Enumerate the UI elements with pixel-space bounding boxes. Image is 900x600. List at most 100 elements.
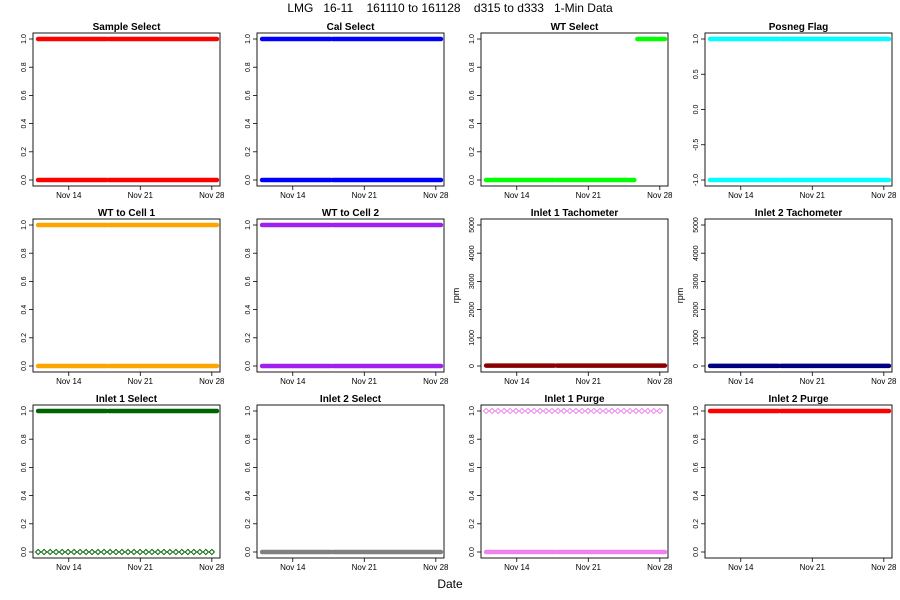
y-tick-label: 1.0	[21, 220, 28, 230]
y-tick-label: 0.8	[245, 62, 252, 72]
plot-frame	[32, 32, 221, 187]
y-tick-label: 0.6	[21, 276, 28, 286]
x-tick-label: Nov 21	[576, 191, 602, 200]
y-tick-label: 0.0	[469, 547, 476, 557]
x-tick-label: Nov 14	[280, 563, 306, 572]
data-point	[172, 548, 180, 556]
data-point	[572, 407, 580, 415]
y-tick-label: -1.0	[693, 174, 700, 186]
y-tick-label: 0.2	[693, 519, 700, 529]
x-tick-label: Nov 28	[871, 191, 897, 200]
plot-frame	[480, 404, 669, 559]
y-tick-label: 0.8	[21, 434, 28, 444]
panel-title: Inlet 2 Purge	[768, 394, 828, 405]
y-tick-label: 0.0	[21, 547, 28, 557]
data-point	[184, 548, 192, 556]
x-tick-label: Nov 21	[576, 563, 602, 572]
data-point	[34, 548, 42, 556]
y-tick-label: 1.0	[21, 406, 28, 416]
plot-frame	[32, 404, 221, 559]
y-tick-label: 0.2	[469, 519, 476, 529]
y-tick-label: 0.6	[21, 462, 28, 472]
y-tick-label: 0.2	[21, 519, 28, 529]
x-tick-label: Nov 21	[352, 191, 378, 200]
x-tick-label: Nov 14	[504, 191, 530, 200]
y-tick-label: 0.8	[21, 62, 28, 72]
data-point	[536, 407, 544, 415]
plot-frame	[256, 32, 445, 187]
data-point	[52, 548, 60, 556]
y-tick-label: 0.0	[245, 547, 252, 557]
y-tick-label: 1000	[469, 330, 476, 346]
data-point	[58, 548, 66, 556]
x-tick-label: Nov 14	[280, 377, 306, 386]
y-tick-label: 0.8	[469, 62, 476, 72]
x-tick-label: Nov 28	[647, 563, 673, 572]
data-point	[530, 407, 538, 415]
data-point	[560, 407, 568, 415]
y-tick-label: 0.8	[245, 434, 252, 444]
x-tick-label: Nov 28	[423, 563, 449, 572]
x-axis-label: Date	[437, 577, 463, 591]
data-point	[548, 407, 556, 415]
y-tick-label: 0.2	[21, 147, 28, 157]
y-tick-label: 5000	[693, 217, 700, 233]
data-point	[106, 548, 114, 556]
plot-frame	[480, 32, 669, 187]
y-tick-label: -0.5	[693, 139, 700, 151]
data-point	[94, 548, 102, 556]
y-tick-label: 5000	[469, 217, 476, 233]
y-tick-label: 0.4	[245, 491, 252, 501]
y-tick-label: 4000	[469, 245, 476, 261]
y-tick-label: 0.8	[693, 434, 700, 444]
x-tick-label: Nov 14	[504, 377, 530, 386]
panel-title: Inlet 1 Tachometer	[531, 208, 619, 219]
data-point	[608, 407, 616, 415]
y-tick-label: 0.4	[245, 119, 252, 129]
x-tick-label: Nov 14	[728, 377, 754, 386]
panel-title: WT to Cell 1	[98, 208, 156, 219]
x-tick-label: Nov 14	[56, 191, 82, 200]
data-point	[160, 548, 168, 556]
data-point	[70, 548, 78, 556]
data-point	[190, 548, 198, 556]
y-tick-label: 1.0	[245, 406, 252, 416]
y-tick-label: 0	[469, 364, 476, 368]
x-tick-label: Nov 21	[128, 377, 154, 386]
figure-title: LMG 16-11 161110 to 161128 d315 to d333 …	[287, 1, 613, 15]
data-point	[202, 548, 210, 556]
data-point	[584, 407, 592, 415]
y-tick-label: 1.0	[469, 406, 476, 416]
data-point	[196, 548, 204, 556]
y-tick-label: 0.6	[469, 462, 476, 472]
panel-wt-select: WT Select 0.0 0.2 0.4 0.6 0.8 1.0 Nov 14 Nov 21 N…	[469, 22, 673, 200]
data-point	[208, 548, 216, 556]
panel-title: WT Select	[551, 22, 599, 33]
y-tick-label: 0.0	[245, 175, 252, 185]
data-point	[518, 407, 526, 415]
y-tick-label: 1.0	[469, 34, 476, 44]
data-point	[644, 407, 652, 415]
data-point	[64, 548, 72, 556]
y-tick-label: 0.2	[469, 147, 476, 157]
panel-title: Inlet 2 Tachometer	[755, 208, 843, 219]
y-tick-label: 0.6	[245, 462, 252, 472]
plot-frame	[704, 404, 893, 559]
data-point	[100, 548, 108, 556]
y-tick-label: 0.4	[469, 119, 476, 129]
x-tick-label: Nov 28	[871, 377, 897, 386]
y-tick-label: 0.0	[21, 361, 28, 371]
x-tick-label: Nov 14	[280, 191, 306, 200]
y-tick-label: 0.0	[693, 547, 700, 557]
data-point	[638, 407, 646, 415]
y-axis-label: rpm	[675, 288, 685, 304]
data-point	[656, 407, 664, 415]
y-tick-label: 0.8	[245, 248, 252, 258]
x-tick-label: Nov 21	[800, 191, 826, 200]
y-tick-label: 0.4	[21, 119, 28, 129]
panel-title: Posneg Flag	[769, 22, 828, 33]
panel-wt-to-cell-1: WT to Cell 1 0.0 0.2 0.4 0.6 0.8 1.0 Nov 14 Nov …	[21, 208, 225, 386]
x-tick-label: Nov 21	[800, 377, 826, 386]
